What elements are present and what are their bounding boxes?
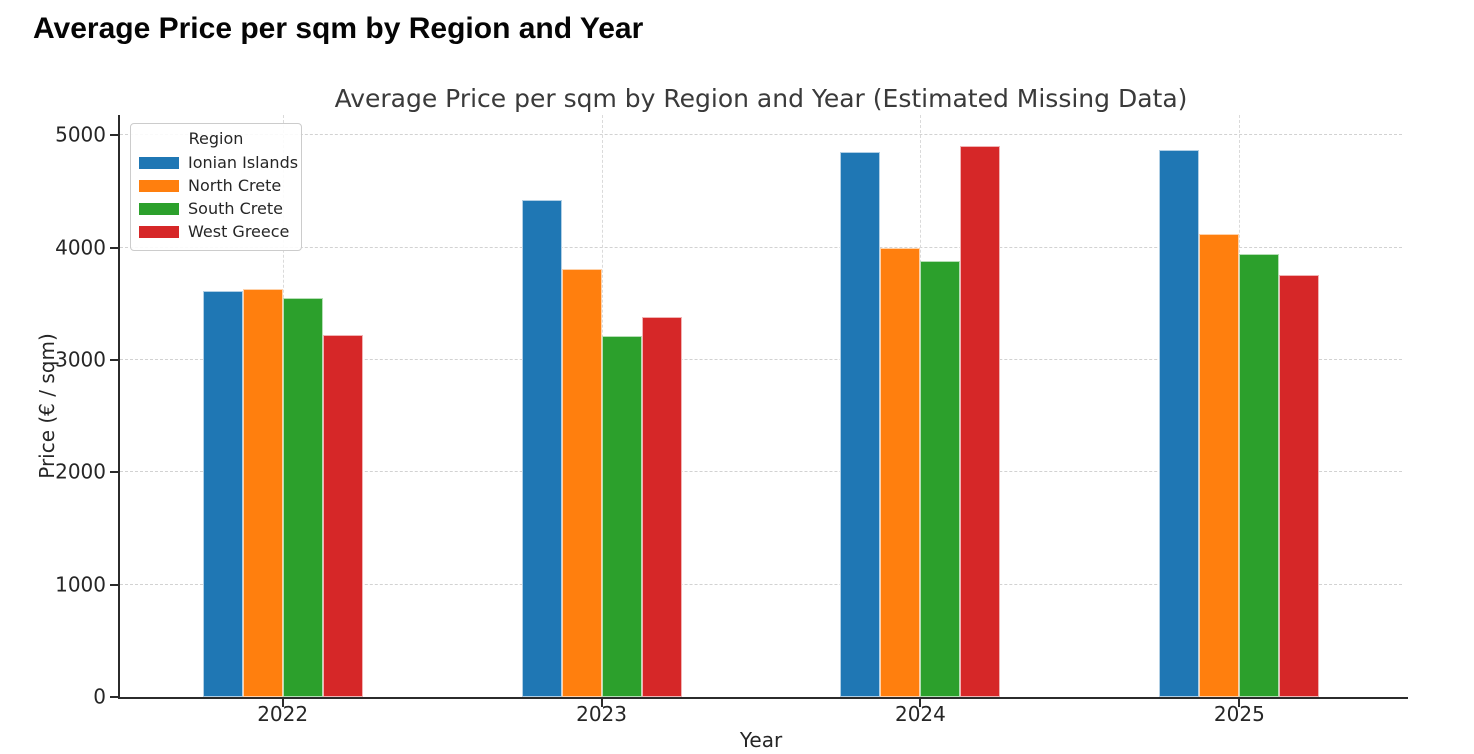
legend-item-ionian-islands: Ionian Islands bbox=[139, 151, 298, 174]
bar-south-crete-2024 bbox=[920, 261, 961, 697]
y-tick-label-3000: 3000 bbox=[55, 347, 106, 372]
legend-label-west-greece: West Greece bbox=[188, 222, 290, 241]
bar-west-greece-2022 bbox=[322, 335, 363, 697]
legend-label-north-crete: North Crete bbox=[188, 176, 282, 195]
y-tick-label-1000: 1000 bbox=[55, 572, 106, 597]
y-tick-mark-3000 bbox=[110, 358, 118, 361]
y-tick-label-2000: 2000 bbox=[55, 459, 106, 484]
y-tick-label-5000: 5000 bbox=[55, 122, 106, 147]
legend-item-south-crete: South Crete bbox=[139, 197, 293, 220]
bar-ionian-islands-2025 bbox=[1159, 149, 1200, 697]
x-tick-label-2024: 2024 bbox=[894, 702, 946, 726]
y-tick-mark-1000 bbox=[110, 583, 118, 586]
chart-title: Average Price per sqm by Region and Year… bbox=[334, 84, 1188, 113]
plot-area bbox=[120, 115, 1402, 697]
legend-item-north-crete: North Crete bbox=[139, 174, 293, 197]
x-axis-spine bbox=[118, 697, 1408, 699]
gridline-y-5000 bbox=[120, 134, 1402, 136]
x-tick-label-2022: 2022 bbox=[257, 702, 309, 726]
legend-label-ionian-islands: Ionian Islands bbox=[188, 153, 299, 172]
legend-swatch-north-crete bbox=[139, 179, 179, 192]
x-tick-label-2025: 2025 bbox=[1213, 702, 1265, 726]
x-tick-mark-2024 bbox=[919, 699, 922, 707]
y-tick-mark-5000 bbox=[110, 134, 118, 137]
bar-north-crete-2023 bbox=[561, 268, 602, 697]
legend-swatch-south-crete bbox=[139, 202, 179, 215]
x-tick-mark-2023 bbox=[600, 699, 603, 707]
bar-ionian-islands-2024 bbox=[840, 152, 881, 697]
legend-label-south-crete: South Crete bbox=[188, 199, 283, 218]
bar-west-greece-2024 bbox=[960, 146, 1001, 697]
bar-north-crete-2024 bbox=[880, 247, 921, 697]
bar-west-greece-2025 bbox=[1279, 274, 1320, 697]
y-tick-label-0: 0 bbox=[93, 684, 106, 709]
bar-west-greece-2023 bbox=[641, 317, 682, 697]
gridline-y-2000 bbox=[120, 471, 1402, 473]
gridline-y-1000 bbox=[120, 583, 1402, 585]
bar-ionian-islands-2022 bbox=[202, 291, 243, 697]
legend-items: Ionian Islands North Crete South Crete West… bbox=[139, 151, 298, 243]
bar-south-crete-2025 bbox=[1239, 254, 1280, 697]
gridline-y-4000 bbox=[120, 246, 1402, 248]
y-tick-mark-0 bbox=[110, 696, 118, 698]
bar-ionian-islands-2023 bbox=[521, 200, 562, 697]
legend-item-west-greece: West Greece bbox=[139, 220, 293, 243]
bar-south-crete-2023 bbox=[601, 336, 642, 697]
bar-north-crete-2025 bbox=[1199, 234, 1240, 697]
legend: Region Ionian Islands North Crete South Cr… bbox=[130, 123, 302, 251]
x-axis-label: Year bbox=[739, 728, 783, 752]
y-tick-mark-4000 bbox=[110, 246, 118, 249]
bar-south-crete-2022 bbox=[282, 298, 323, 697]
x-tick-mark-2025 bbox=[1238, 699, 1241, 707]
legend-swatch-ionian-islands bbox=[139, 156, 179, 169]
y-tick-mark-2000 bbox=[110, 471, 118, 474]
gridline-y-3000 bbox=[120, 358, 1402, 360]
bar-north-crete-2022 bbox=[242, 289, 283, 697]
legend-swatch-west-greece bbox=[139, 225, 179, 238]
page-title: Average Price per sqm by Region and Year bbox=[33, 12, 644, 45]
y-axis-label: Price (€ / sqm) bbox=[35, 333, 59, 479]
y-axis-spine bbox=[118, 115, 120, 699]
legend-title: Region bbox=[188, 129, 244, 148]
y-tick-label-4000: 4000 bbox=[55, 235, 106, 260]
x-tick-mark-2022 bbox=[281, 699, 284, 707]
x-tick-label-2023: 2023 bbox=[576, 702, 627, 726]
